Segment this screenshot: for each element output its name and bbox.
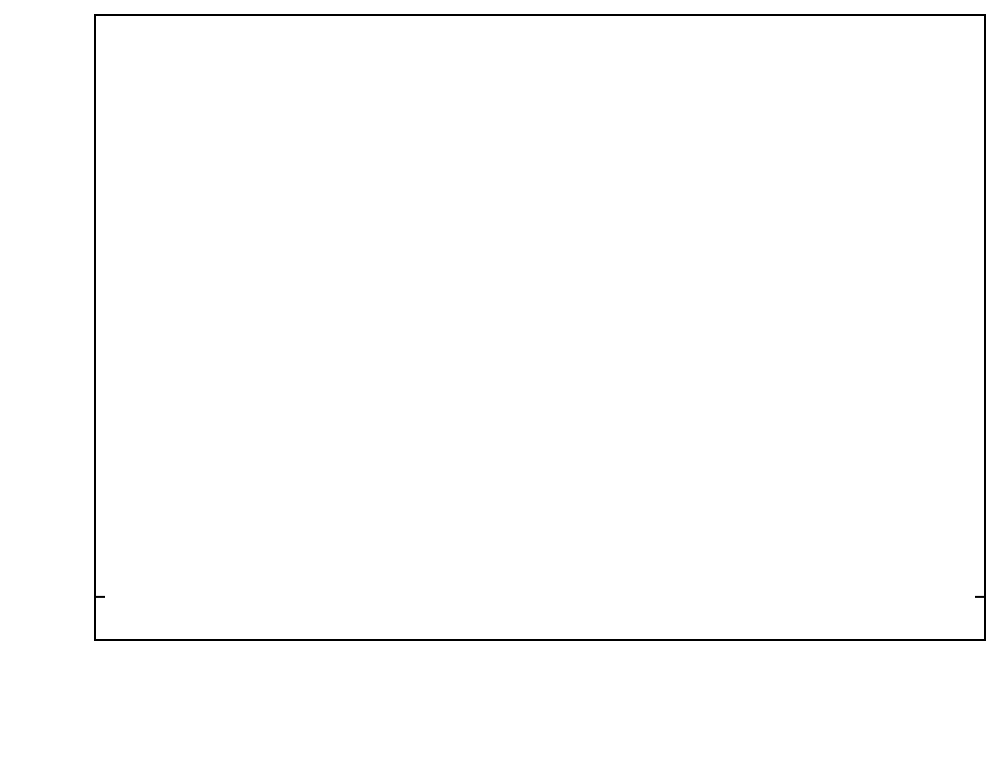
chart-container <box>0 0 1000 759</box>
line-chart <box>0 0 1000 759</box>
